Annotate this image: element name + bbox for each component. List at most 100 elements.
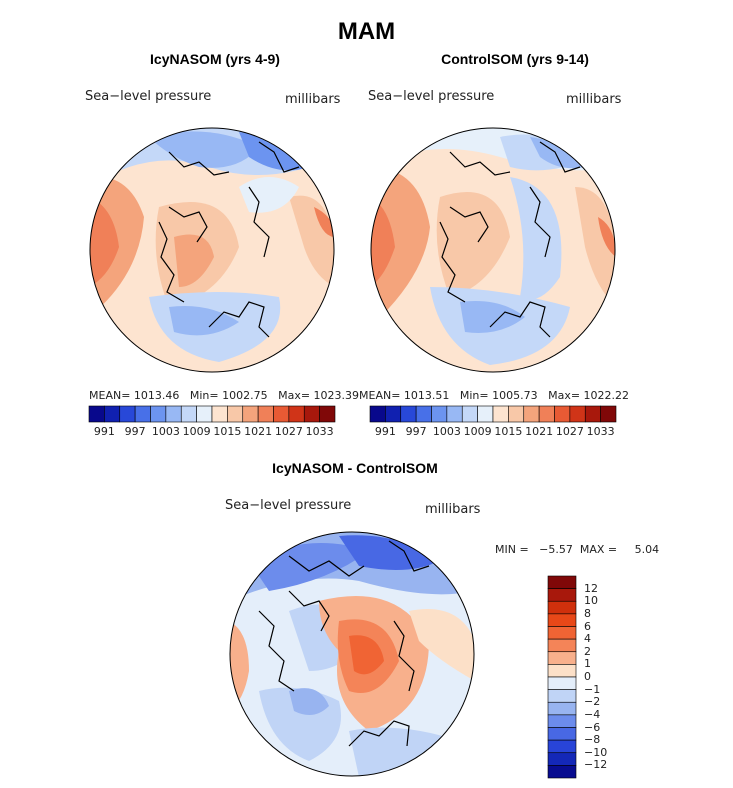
- panel-3-stats: MIN = −5.57 MAX = 5.04: [495, 543, 660, 556]
- colorbar-tick-label: 10: [584, 594, 598, 608]
- panel-1-colorbar: [88, 405, 336, 423]
- colorbar-swatch: [273, 405, 290, 423]
- colorbar-tick-label: 4: [584, 632, 591, 646]
- colorbar-tick-label: −1: [584, 682, 601, 696]
- panel-2-units-label: millibars: [566, 92, 622, 107]
- colorbar-tick-label: 2: [584, 644, 591, 658]
- colorbar-tick-label: −10: [584, 745, 608, 759]
- colorbar-tick-label: 1033: [305, 425, 334, 438]
- colorbar-tick-label: −4: [584, 707, 601, 721]
- colorbar-swatch: [547, 689, 577, 703]
- colorbar-tick-label: 1: [584, 657, 591, 671]
- colorbar-tick-label: 6: [584, 619, 591, 633]
- colorbar-swatch: [547, 676, 577, 690]
- colorbar-tick-label: 1033: [586, 425, 615, 438]
- colorbar-tick-label: 1009: [182, 425, 211, 438]
- colorbar-swatch: [477, 405, 494, 423]
- colorbar-swatch: [508, 405, 525, 423]
- colorbar-swatch: [569, 405, 586, 423]
- panel-1-variable-label: Sea−level pressure: [85, 89, 212, 104]
- colorbar-swatch: [538, 405, 555, 423]
- colorbar-tick-label: −12: [584, 758, 608, 772]
- colorbar-swatch: [547, 765, 577, 779]
- colorbar-tick-label: 1003: [432, 425, 461, 438]
- colorbar-swatch: [547, 664, 577, 678]
- colorbar-tick-label: 991: [93, 425, 115, 438]
- colorbar-swatch: [134, 405, 151, 423]
- colorbar-tick-label: 1015: [213, 425, 242, 438]
- panel-1-polar-map: [89, 127, 335, 373]
- panel-2-polar-map: [370, 127, 616, 373]
- colorbar-tick-label: 997: [124, 425, 146, 438]
- colorbar-swatch: [446, 405, 463, 423]
- colorbar-swatch: [492, 405, 509, 423]
- panel-2-title: ControlSOM (yrs 9-14): [441, 51, 589, 67]
- colorbar-swatch: [165, 405, 182, 423]
- colorbar-swatch: [257, 405, 274, 423]
- colorbar-swatch: [547, 613, 577, 627]
- panel-3-title: IcyNASOM - ControlSOM: [272, 460, 438, 476]
- colorbar-tick-label: −6: [584, 720, 601, 734]
- colorbar-tick-label: 0: [584, 670, 591, 683]
- panel-1-units-label: millibars: [285, 92, 341, 107]
- panel-1-stats: MEAN= 1013.46 Min= 1002.75 Max= 1023.39: [89, 389, 360, 402]
- colorbar-swatch: [547, 701, 577, 716]
- colorbar-swatch: [461, 405, 478, 423]
- figure-title: MAM: [337, 18, 396, 45]
- colorbar-swatch: [211, 405, 228, 423]
- colorbar-swatch: [288, 405, 305, 423]
- colorbar-swatch: [547, 588, 577, 602]
- colorbar-tick-label: 997: [405, 425, 427, 438]
- colorbar-tick-label: −8: [584, 733, 601, 747]
- colorbar-tick-label: 1027: [274, 425, 303, 438]
- colorbar-tick-label: 1021: [525, 425, 554, 438]
- colorbar-swatch: [584, 405, 601, 423]
- panel-3-polar-map: [229, 531, 475, 777]
- colorbar-swatch: [547, 638, 577, 653]
- colorbar-swatch: [150, 405, 167, 423]
- panel-3-colorbar-labels: 12 10 8 6 4 2 1 0 −1 −2 −4 −6 −8 −10 −12: [584, 576, 644, 778]
- panel-3-colorbar: [547, 575, 577, 779]
- panel-2-variable-label: Sea−level pressure: [368, 89, 495, 104]
- colorbar-swatch: [547, 727, 577, 741]
- colorbar-swatch: [554, 405, 571, 423]
- colorbar-swatch: [369, 405, 386, 423]
- colorbar-swatch: [227, 405, 244, 423]
- colorbar-swatch: [385, 405, 402, 423]
- panel-3-variable-label: Sea−level pressure: [225, 498, 352, 513]
- colorbar-tick-label: 991: [374, 425, 396, 438]
- colorbar-tick-label: 1015: [494, 425, 523, 438]
- colorbar-swatch: [547, 575, 577, 589]
- panel-3-units-label: millibars: [425, 502, 481, 517]
- colorbar-swatch: [196, 405, 213, 423]
- colorbar-tick-label: 1027: [555, 425, 584, 438]
- colorbar-swatch: [547, 752, 577, 766]
- colorbar-swatch: [600, 405, 617, 423]
- colorbar-swatch: [547, 600, 577, 615]
- colorbar-swatch: [415, 405, 432, 423]
- panel-2-colorbar: [369, 405, 617, 423]
- colorbar-tick-label: 1009: [463, 425, 492, 438]
- colorbar-swatch: [303, 405, 320, 423]
- colorbar-swatch: [547, 714, 577, 728]
- colorbar-swatch: [104, 405, 121, 423]
- colorbar-swatch: [319, 405, 336, 423]
- colorbar-swatch: [400, 405, 417, 423]
- panel-2-colorbar-labels: 991 997 1003 1009 1015 1021 1027 1033: [370, 425, 616, 439]
- colorbar-swatch: [523, 405, 540, 423]
- colorbar-swatch: [88, 405, 105, 423]
- colorbar-tick-label: 8: [584, 606, 591, 620]
- colorbar-swatch: [180, 405, 197, 423]
- colorbar-swatch: [547, 739, 577, 754]
- panel-1-colorbar-labels: 991 997 1003 1009 1015 1021 1027 1033: [89, 425, 335, 439]
- panel-1-title: IcyNASOM (yrs 4-9): [150, 51, 280, 67]
- colorbar-tick-label: −2: [584, 695, 601, 709]
- colorbar-swatch: [547, 651, 577, 665]
- colorbar-swatch: [431, 405, 448, 423]
- colorbar-tick-label: 1003: [151, 425, 180, 438]
- colorbar-tick-label: 1021: [244, 425, 273, 438]
- colorbar-swatch: [242, 405, 259, 423]
- panel-2-stats: MEAN= 1013.51 Min= 1005.73 Max= 1022.22: [359, 389, 630, 402]
- colorbar-tick-label: 12: [584, 581, 598, 595]
- colorbar-swatch: [547, 626, 577, 640]
